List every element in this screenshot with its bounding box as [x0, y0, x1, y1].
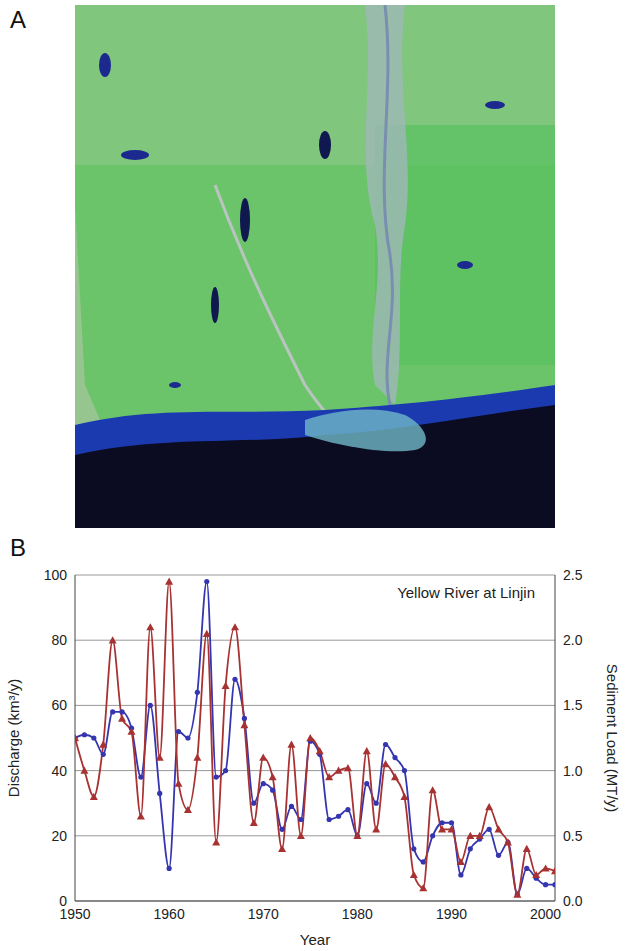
- svg-text:Year: Year: [300, 931, 330, 948]
- svg-text:0.5: 0.5: [563, 828, 583, 844]
- svg-text:100: 100: [44, 567, 68, 583]
- svg-text:1970: 1970: [248, 906, 279, 922]
- svg-text:Discharge (km³/y): Discharge (km³/y): [5, 679, 22, 797]
- svg-text:1990: 1990: [436, 906, 467, 922]
- svg-text:1960: 1960: [154, 906, 185, 922]
- svg-text:2000: 2000: [530, 906, 561, 922]
- svg-text:0.0: 0.0: [563, 893, 583, 909]
- svg-text:1.0: 1.0: [563, 763, 583, 779]
- svg-text:1950: 1950: [59, 905, 91, 922]
- svg-text:20: 20: [51, 828, 67, 844]
- svg-text:60: 60: [51, 697, 67, 713]
- html-text:A: A: [10, 6, 26, 33]
- svg-text:1.5: 1.5: [563, 697, 583, 713]
- svg-text:1980: 1980: [342, 906, 373, 922]
- svg-text:2.5: 2.5: [563, 567, 583, 583]
- html-text:Yellow River at Linjin: Yellow River at Linjin: [397, 584, 535, 601]
- svg-text:2.0: 2.0: [563, 632, 583, 648]
- html-text:B: B: [10, 534, 26, 561]
- svg-text:0: 0: [59, 893, 67, 909]
- svg-text:40: 40: [51, 763, 67, 779]
- svg-text:Sediment Load (MT/y): Sediment Load (MT/y): [604, 664, 621, 812]
- svg-text:80: 80: [51, 632, 67, 648]
